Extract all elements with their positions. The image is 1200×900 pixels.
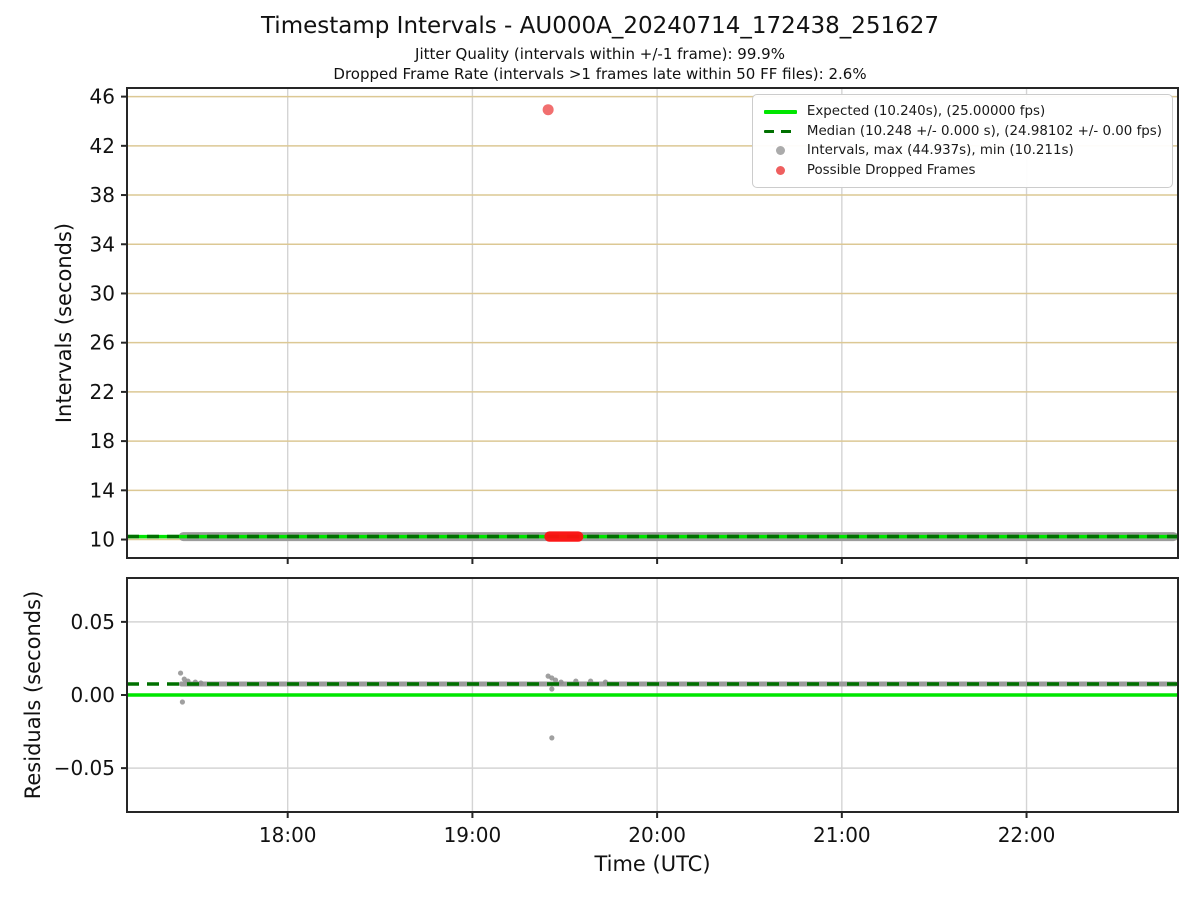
legend-item-intervals: Intervals, max (44.937s), min (10.211s) — [764, 141, 1162, 161]
legend-item-dropped-frames: Possible Dropped Frames — [764, 161, 1162, 181]
x-tick-label: 22:00 — [998, 823, 1056, 847]
y-tick-label: 38 — [90, 183, 115, 207]
residual-point — [198, 680, 204, 686]
y-tick-label: −0.05 — [54, 756, 115, 780]
subtitle-dropped-frame-rate: Dropped Frame Rate (intervals >1 frames … — [333, 65, 867, 83]
legend-median-label: Median (10.248 +/- 0.000 s), (24.98102 +… — [806, 123, 1162, 139]
legend-dropped-dot-icon — [764, 165, 797, 175]
y-tick-label: 34 — [90, 232, 115, 256]
dropped-frames-cluster — [544, 531, 584, 542]
subtitle-jitter-quality: Jitter Quality (intervals within +/-1 fr… — [415, 45, 785, 63]
legend-item-expected: Expected (10.240s), (25.00000 fps) — [763, 102, 1162, 122]
x-tick-label: 21:00 — [813, 823, 871, 847]
y-tick-label: 22 — [90, 380, 115, 404]
x-axis-label: Time (UTC) — [594, 852, 711, 876]
gray-dot-icon — [775, 146, 785, 156]
legend-median-line-icon — [763, 129, 797, 133]
residual-point — [549, 735, 555, 741]
legend-expected-label: Expected (10.240s), (25.00000 fps) — [806, 104, 1046, 120]
legend-expected-line-icon — [763, 110, 797, 114]
x-tick-label: 19:00 — [444, 823, 502, 847]
red-dot-icon — [775, 165, 785, 175]
legend-dropped-label: Possible Dropped Frames — [806, 162, 976, 178]
x-tick-label: 18:00 — [259, 823, 317, 847]
solid-line-icon — [763, 110, 797, 114]
y-tick-label: 42 — [90, 134, 115, 158]
residual-point — [558, 679, 564, 685]
legend-intervals-label: Intervals, max (44.937s), min (10.211s) — [806, 143, 1074, 159]
residual-point — [177, 670, 184, 676]
y-tick-label: 0.00 — [70, 683, 115, 707]
y-tick-label: 14 — [90, 478, 115, 502]
y-tick-label: 26 — [90, 331, 115, 355]
legend-intervals-dot-icon — [764, 146, 797, 156]
y-tick-label: 46 — [90, 85, 115, 109]
legend-item-median: Median (10.248 +/- 0.000 s), (24.98102 +… — [763, 122, 1162, 142]
axes-spines — [126, 87, 1179, 559]
residual-point — [552, 677, 559, 683]
dashed-line-icon — [763, 129, 797, 133]
y-tick-label: 30 — [90, 281, 115, 305]
chart-title: Timestamp Intervals - AU000A_20240714_17… — [260, 13, 940, 39]
legend: Expected (10.240s), (25.00000 fps) Media… — [751, 94, 1173, 188]
residual-point — [602, 679, 608, 685]
y-tick-label: 10 — [90, 528, 115, 552]
x-tick-label: 20:00 — [628, 823, 686, 847]
residual-point — [549, 686, 555, 692]
dropped-frame-outlier — [542, 104, 554, 116]
y-tick-label: 18 — [90, 429, 115, 453]
residual-point — [179, 699, 186, 705]
y-tick-label: 0.05 — [70, 610, 115, 634]
